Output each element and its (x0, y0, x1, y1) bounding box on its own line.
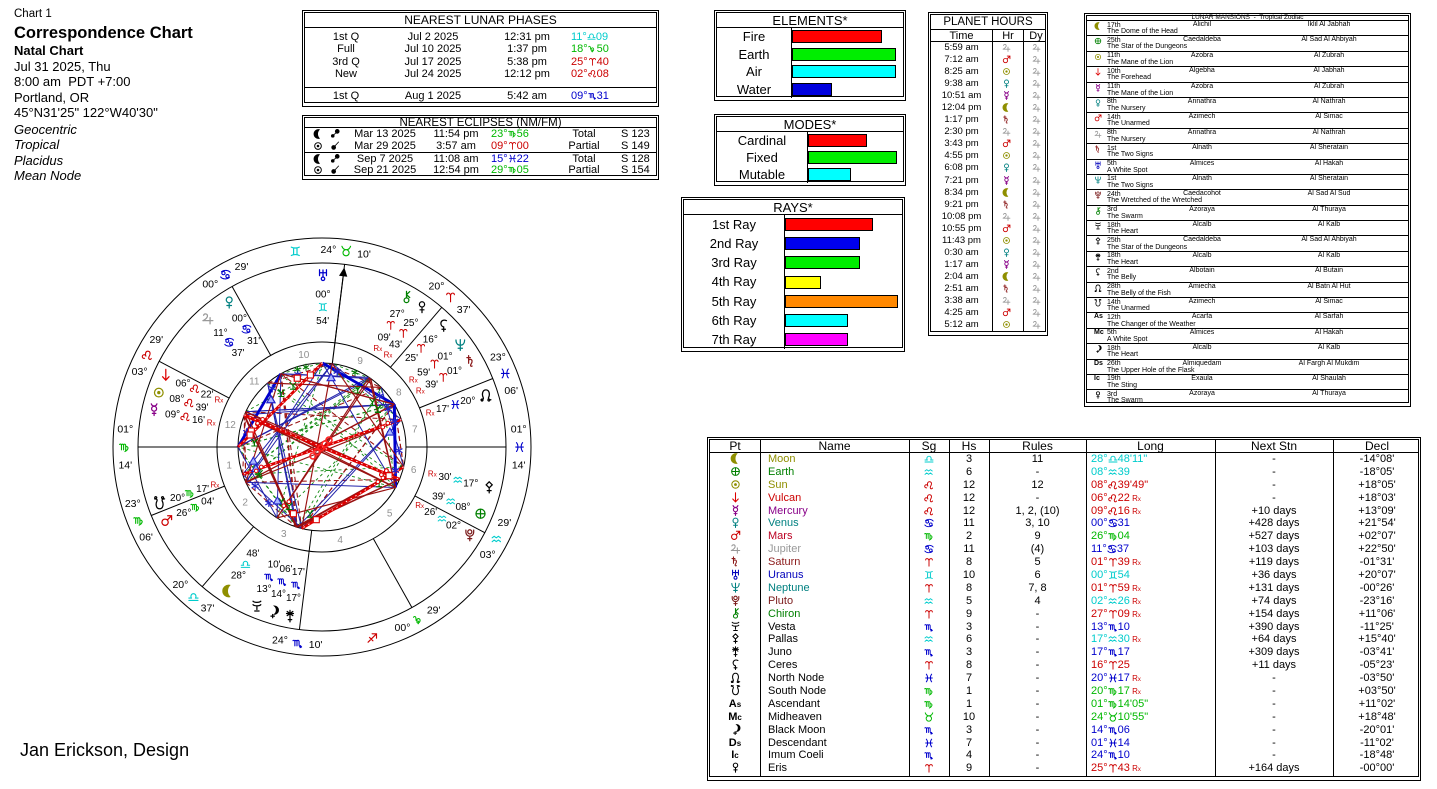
svg-text:Rx: Rx (211, 481, 220, 490)
svg-text:27°: 27° (390, 309, 405, 320)
svg-text:24°: 24° (272, 635, 288, 647)
svg-text:20°: 20° (429, 281, 445, 293)
svg-text:29': 29' (149, 334, 163, 346)
svg-text:17': 17' (436, 404, 449, 415)
svg-text:39': 39' (425, 379, 438, 390)
svg-text:11°: 11° (213, 328, 227, 339)
svg-text:7: 7 (412, 425, 418, 436)
svg-text:26°: 26° (176, 508, 191, 519)
svg-text:01°: 01° (437, 352, 452, 363)
svg-text:17°: 17° (463, 478, 478, 489)
svg-text:9: 9 (357, 356, 363, 367)
svg-text:03°: 03° (132, 366, 148, 378)
svg-text:43': 43' (389, 340, 402, 351)
svg-text:14°: 14° (271, 589, 286, 600)
svg-text:00°: 00° (315, 290, 330, 301)
svg-text:Rx: Rx (384, 351, 393, 360)
svg-text:12: 12 (225, 420, 237, 431)
svg-text:54': 54' (316, 316, 329, 327)
svg-text:04': 04' (201, 497, 214, 508)
svg-text:01°: 01° (447, 366, 462, 377)
svg-text:Rx: Rx (409, 376, 418, 385)
svg-text:48': 48' (246, 548, 259, 559)
svg-text:08°: 08° (169, 394, 184, 405)
svg-text:17°: 17° (286, 593, 301, 604)
svg-text:20°: 20° (460, 396, 475, 407)
svg-text:25': 25' (405, 353, 418, 364)
svg-text:29': 29' (235, 261, 249, 273)
svg-text:2: 2 (242, 498, 248, 509)
svg-text:00°: 00° (202, 279, 218, 291)
svg-text:00°: 00° (232, 314, 247, 325)
svg-text:09°: 09° (165, 409, 180, 420)
svg-text:Rx: Rx (373, 344, 382, 353)
svg-text:14': 14' (118, 459, 132, 471)
svg-text:10: 10 (298, 350, 310, 361)
svg-text:17': 17' (196, 484, 209, 495)
svg-text:Rx: Rx (215, 396, 224, 405)
svg-text:39': 39' (195, 403, 208, 414)
svg-text:31': 31' (247, 336, 260, 347)
svg-text:Rx: Rx (428, 470, 437, 479)
svg-text:06°: 06° (175, 379, 190, 390)
svg-text:13°: 13° (257, 584, 272, 595)
svg-text:Rx: Rx (426, 409, 435, 418)
svg-text:Rx: Rx (415, 501, 424, 510)
svg-text:06': 06' (504, 385, 518, 397)
svg-text:3: 3 (281, 529, 287, 540)
svg-text:37': 37' (201, 603, 215, 615)
svg-text:30': 30' (438, 472, 451, 483)
svg-text:29': 29' (498, 517, 512, 529)
svg-text:00°: 00° (395, 622, 411, 634)
svg-text:37': 37' (232, 348, 245, 359)
svg-text:20°: 20° (170, 493, 185, 504)
svg-text:20°: 20° (172, 579, 188, 591)
svg-text:10': 10' (357, 249, 371, 261)
svg-text:23°: 23° (490, 352, 506, 364)
svg-text:02°: 02° (446, 521, 461, 532)
svg-text:Rx: Rx (207, 418, 216, 427)
svg-text:11: 11 (249, 377, 260, 388)
svg-text:26': 26' (424, 507, 437, 518)
svg-text:06': 06' (279, 564, 292, 575)
svg-text:59': 59' (417, 367, 430, 378)
svg-text:10': 10' (309, 639, 323, 651)
svg-text:6: 6 (411, 465, 417, 476)
svg-text:22': 22' (201, 390, 214, 401)
svg-text:28°: 28° (231, 571, 246, 582)
svg-text:16°: 16° (423, 334, 438, 345)
svg-text:17': 17' (292, 567, 305, 578)
svg-text:06': 06' (139, 531, 153, 543)
svg-text:14': 14' (512, 459, 526, 471)
svg-text:03°: 03° (480, 549, 496, 561)
svg-text:16': 16' (192, 415, 205, 426)
svg-text:5: 5 (387, 508, 393, 519)
svg-text:4: 4 (337, 535, 343, 546)
svg-text:10': 10' (268, 560, 281, 571)
svg-text:37': 37' (457, 304, 471, 316)
svg-text:39': 39' (432, 492, 445, 503)
svg-text:Rx: Rx (416, 386, 425, 395)
svg-text:29': 29' (427, 604, 441, 616)
svg-text:09': 09' (378, 332, 391, 343)
svg-text:23°: 23° (125, 498, 141, 510)
svg-text:1: 1 (226, 460, 232, 471)
svg-text:01°: 01° (117, 424, 133, 436)
svg-text:01°: 01° (511, 424, 527, 436)
svg-text:08°: 08° (455, 502, 470, 513)
svg-text:8: 8 (396, 388, 402, 399)
svg-text:25°: 25° (403, 318, 418, 329)
svg-text:24°: 24° (320, 244, 336, 256)
